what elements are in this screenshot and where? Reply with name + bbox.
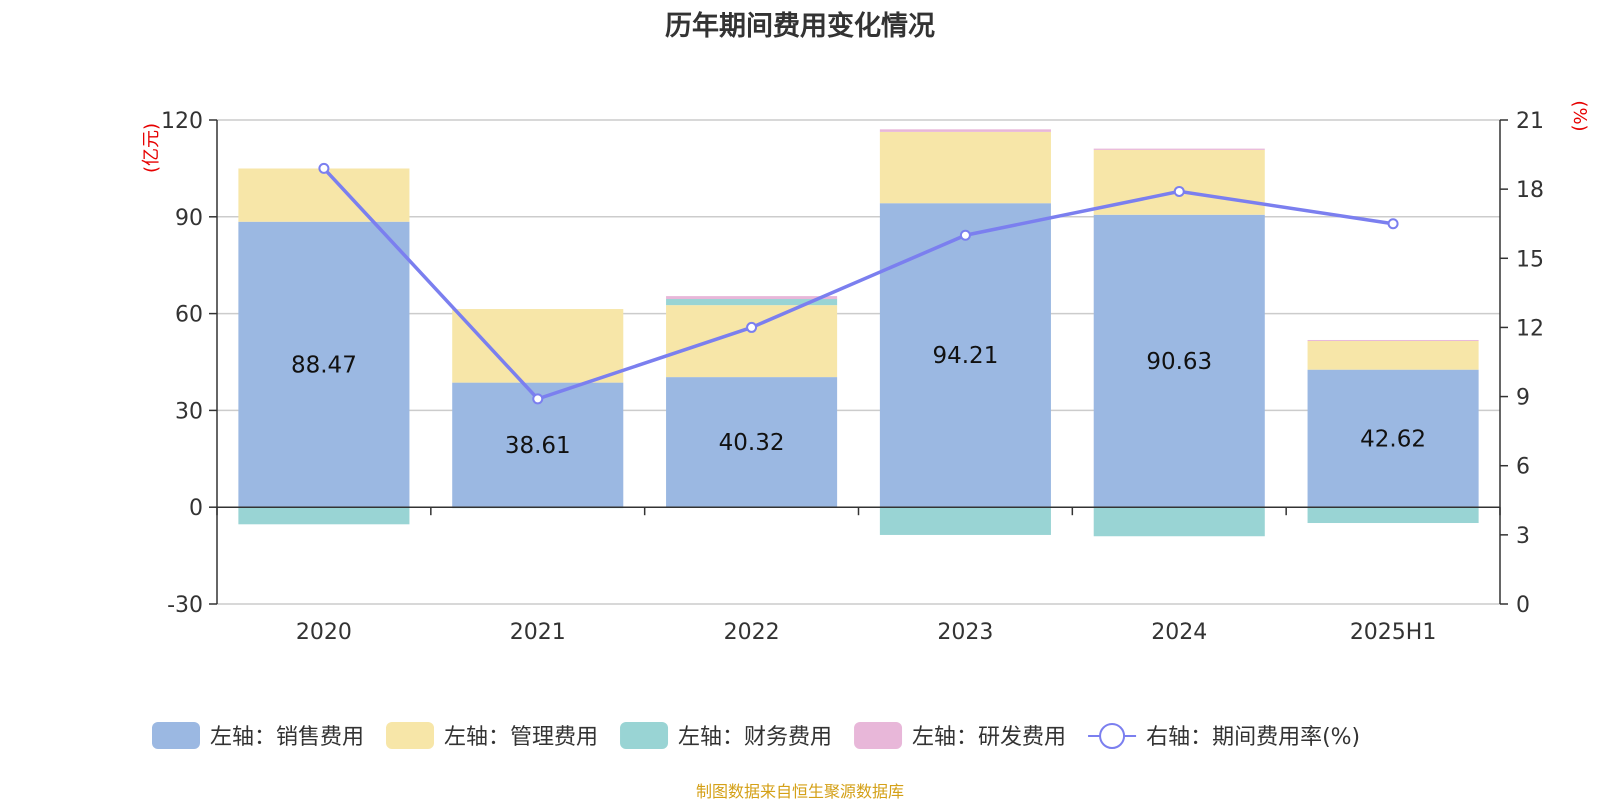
legend-swatch <box>152 722 200 749</box>
source-note: 制图数据来自恒生聚源数据库 <box>695 782 904 801</box>
bar-segment <box>879 131 1051 204</box>
x-axis-tick-label: 2025H1 <box>1350 620 1437 645</box>
right-axis-tick-label: 6 <box>1516 455 1530 480</box>
rate-point <box>1387 218 1399 230</box>
right-axis-tick-label: 18 <box>1516 178 1544 203</box>
legend-marker <box>1099 723 1126 749</box>
left-axis-tick-label: 0 <box>189 496 203 521</box>
right-axis-tick-label: 9 <box>1516 386 1530 411</box>
x-axis-tick-label: 2024 <box>1151 620 1207 645</box>
bar-segment <box>1307 369 1479 508</box>
left-axis-unit-label: (亿元) <box>141 123 162 173</box>
rate-point <box>746 321 758 333</box>
bar-segment <box>1307 507 1479 524</box>
x-axis-tick-label: 2022 <box>724 620 780 645</box>
rate-point <box>318 162 330 174</box>
left-axis-tick-label: 30 <box>175 399 203 424</box>
data-label: 88.47 <box>291 352 357 378</box>
left-axis-tick-label: 60 <box>175 303 203 328</box>
bar-segment <box>1093 148 1265 150</box>
data-label: 40.32 <box>719 430 785 456</box>
bar-segment <box>1093 507 1265 537</box>
legend-swatch <box>854 722 903 749</box>
rate-point <box>1173 185 1185 197</box>
bar-segment <box>1307 339 1479 341</box>
legend-label: 左轴：管理费用 <box>444 725 598 750</box>
rate-point <box>532 393 544 405</box>
data-label: 90.63 <box>1146 349 1212 375</box>
rate-line <box>318 162 1399 405</box>
legend-label: 左轴：销售费用 <box>210 725 364 750</box>
right-axis-tick-label: 0 <box>1516 593 1530 618</box>
data-labels: 88.47 38.61 40.32 94.21 90.63 42.62 <box>291 343 1426 459</box>
x-axis-tick-label: 2023 <box>937 620 993 645</box>
left-axis-tick-label: 90 <box>175 206 203 231</box>
grid-lines <box>217 119 1500 605</box>
axes: -30 0 30 60 90 120 0 3 6 9 12 15 18 21 (亿元) (%) 2020 2021… <box>141 100 1590 645</box>
bar-segment <box>879 507 1051 535</box>
bar-segment <box>1093 214 1265 508</box>
bar-segment <box>666 296 838 300</box>
legend-label: 右轴：期间费用率(%) <box>1146 725 1360 750</box>
rate-point <box>959 229 971 241</box>
right-axis-unit-label: (%) <box>1569 100 1590 131</box>
rate-line-path <box>322 167 1394 401</box>
bar-segment <box>666 305 838 378</box>
x-axis-tick-label: 2020 <box>296 620 352 645</box>
bar-segment <box>238 507 410 525</box>
chart-title: 历年期间费用变化情况 <box>665 11 935 42</box>
right-axis-tick-label: 21 <box>1516 109 1544 134</box>
legend: 左轴：销售费用 左轴：管理费用 左轴：财务费用 左轴：研发费用 右轴：期间费用率(%) <box>152 722 1360 750</box>
bar-segment <box>238 168 410 222</box>
bar-segment <box>1307 340 1479 370</box>
bar-segment <box>452 309 624 383</box>
right-axis-tick-label: 3 <box>1516 524 1530 549</box>
legend-swatch <box>620 722 669 749</box>
bar-segment <box>238 221 410 508</box>
bar-segment <box>666 377 838 508</box>
bars <box>238 129 1479 537</box>
legend-label: 左轴：研发费用 <box>912 725 1066 750</box>
data-label: 94.21 <box>932 343 998 369</box>
x-axis-tick-label: 2021 <box>510 620 566 645</box>
bar-segment <box>879 203 1051 508</box>
data-label: 38.61 <box>505 433 571 459</box>
data-label: 42.62 <box>1360 426 1426 452</box>
right-axis-tick-label: 12 <box>1516 316 1544 341</box>
left-axis-tick-label: 120 <box>161 109 203 134</box>
legend-label: 左轴：财务费用 <box>678 725 832 750</box>
right-axis-tick-label: 15 <box>1516 247 1544 272</box>
left-axis-tick-label: -30 <box>167 593 203 618</box>
bar-segment <box>666 299 838 306</box>
legend-swatch <box>386 722 435 749</box>
bar-segment <box>879 129 1051 132</box>
